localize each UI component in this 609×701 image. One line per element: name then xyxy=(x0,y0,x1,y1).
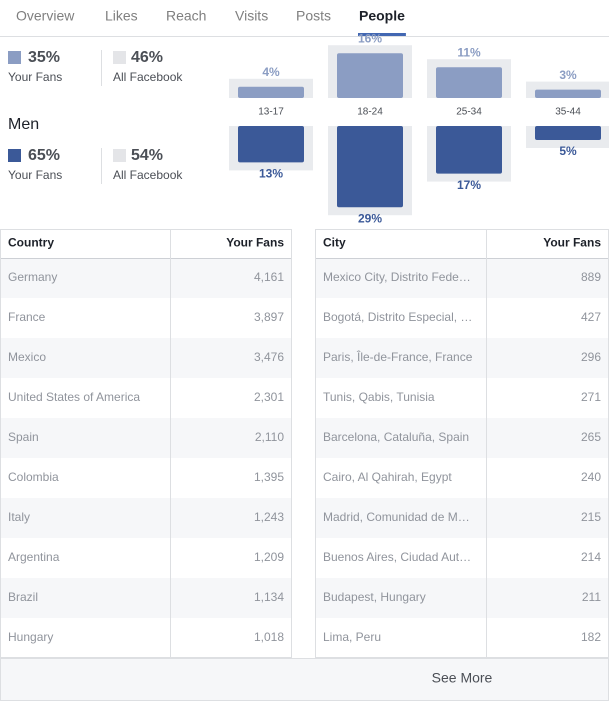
men-bar xyxy=(535,126,601,140)
women-bar xyxy=(436,67,502,98)
legend-swatch xyxy=(8,149,21,162)
cell-name: Hungary xyxy=(8,630,53,644)
cell-fans: 1,395 xyxy=(254,470,284,484)
all-label: All Facebook xyxy=(113,70,183,84)
cell-fans: 265 xyxy=(581,430,601,444)
row-bg xyxy=(0,498,292,538)
all-label: All Facebook xyxy=(113,168,183,182)
cell-fans: 211 xyxy=(582,590,601,604)
cell-fans: 1,209 xyxy=(254,550,284,564)
tab[interactable]: Posts xyxy=(296,8,331,24)
legend-swatch xyxy=(113,51,126,64)
row-bg xyxy=(0,418,292,458)
fans-label: Your Fans xyxy=(8,168,62,182)
cell-fans: 3,476 xyxy=(254,350,284,364)
cell-name: Paris, Île-de-France, France xyxy=(323,349,473,364)
women-bar xyxy=(337,53,403,98)
men-bar xyxy=(436,126,502,174)
fans-percent: 35% xyxy=(28,49,60,66)
tab[interactable]: Overview xyxy=(16,8,75,24)
age-label: 25-34 xyxy=(456,107,482,118)
see-more[interactable]: See More xyxy=(432,670,493,686)
column-header: Your Fans xyxy=(543,236,601,250)
cell-name: Mexico City, Distrito Fede… xyxy=(323,270,471,284)
row-bg xyxy=(0,258,292,298)
active-tab-underline xyxy=(358,33,406,36)
tab[interactable]: Reach xyxy=(166,8,206,24)
legend-swatch xyxy=(113,149,126,162)
row-bg xyxy=(315,418,609,458)
cell-fans: 1,243 xyxy=(254,510,284,524)
cell-name: Spain xyxy=(8,430,39,444)
women-bar xyxy=(535,89,601,98)
cell-fans: 3,897 xyxy=(254,310,284,324)
all-percent: 54% xyxy=(131,147,163,164)
row-bg xyxy=(315,498,609,538)
age-label: 18-24 xyxy=(357,107,383,118)
column-header: City xyxy=(323,236,346,250)
men-heading: Men xyxy=(8,116,39,133)
men-value-label: 5% xyxy=(559,144,577,158)
fans-percent: 65% xyxy=(28,147,60,164)
cell-fans: 214 xyxy=(581,550,601,564)
row-bg xyxy=(0,338,292,378)
cell-fans: 240 xyxy=(581,470,601,484)
cell-name: Argentina xyxy=(8,550,60,564)
age-label: 35-44 xyxy=(555,107,581,118)
cell-fans: 2,110 xyxy=(255,430,284,444)
cell-fans: 1,018 xyxy=(254,630,284,644)
cell-name: Tunis, Qabis, Tunisia xyxy=(323,390,435,404)
cell-fans: 182 xyxy=(581,630,601,644)
cell-name: Cairo, Al Qahirah, Egypt xyxy=(323,470,452,484)
women-value-label: 3% xyxy=(559,68,577,82)
cell-name: United States of America xyxy=(8,390,140,404)
legend-swatch xyxy=(8,51,21,64)
row-bg xyxy=(0,578,292,618)
cell-name: Barcelona, Cataluña, Spain xyxy=(323,430,469,444)
cell-name: Colombia xyxy=(8,470,59,484)
cell-name: Italy xyxy=(8,510,30,524)
cell-fans: 4,161 xyxy=(254,270,284,284)
cell-fans: 271 xyxy=(581,390,601,404)
tab[interactable]: Visits xyxy=(235,8,268,24)
see-more-bar[interactable] xyxy=(0,658,609,701)
tab[interactable]: Likes xyxy=(105,8,138,24)
men-bar xyxy=(337,126,403,208)
age-label-strip xyxy=(214,98,609,126)
men-bar xyxy=(238,126,304,163)
fans-label: Your Fans xyxy=(8,70,62,84)
cell-name: Buenos Aires, Ciudad Aut… xyxy=(323,550,471,564)
cell-name: France xyxy=(8,310,46,324)
women-bar xyxy=(238,86,304,98)
row-bg xyxy=(315,578,609,618)
women-value-label: 4% xyxy=(262,65,280,79)
women-value-label: 11% xyxy=(457,45,481,59)
men-value-label: 17% xyxy=(457,178,481,192)
men-value-label: 29% xyxy=(358,211,382,225)
cell-fans: 2,301 xyxy=(254,390,284,404)
cell-name: Lima, Peru xyxy=(323,630,381,644)
cell-fans: 215 xyxy=(581,510,601,524)
column-header: Country xyxy=(8,236,54,250)
tab[interactable]: People xyxy=(359,8,405,24)
age-label: 13-17 xyxy=(258,107,284,118)
cell-name: Brazil xyxy=(8,590,38,604)
cell-fans: 427 xyxy=(581,310,601,324)
column-header: Your Fans xyxy=(226,236,284,250)
cell-name: Mexico xyxy=(8,350,46,364)
women-value-label: 16% xyxy=(358,31,382,45)
cell-fans: 1,134 xyxy=(254,590,284,604)
cell-name: Madrid, Comunidad de M… xyxy=(323,510,470,524)
row-bg xyxy=(315,338,609,378)
all-percent: 46% xyxy=(131,49,163,66)
cell-name: Bogotá, Distrito Especial, … xyxy=(323,310,472,324)
cell-name: Germany xyxy=(8,270,57,284)
cell-fans: 889 xyxy=(581,270,601,284)
row-bg xyxy=(315,258,609,298)
cell-fans: 296 xyxy=(581,350,601,364)
cell-name: Budapest, Hungary xyxy=(323,590,426,604)
men-value-label: 13% xyxy=(259,167,283,181)
